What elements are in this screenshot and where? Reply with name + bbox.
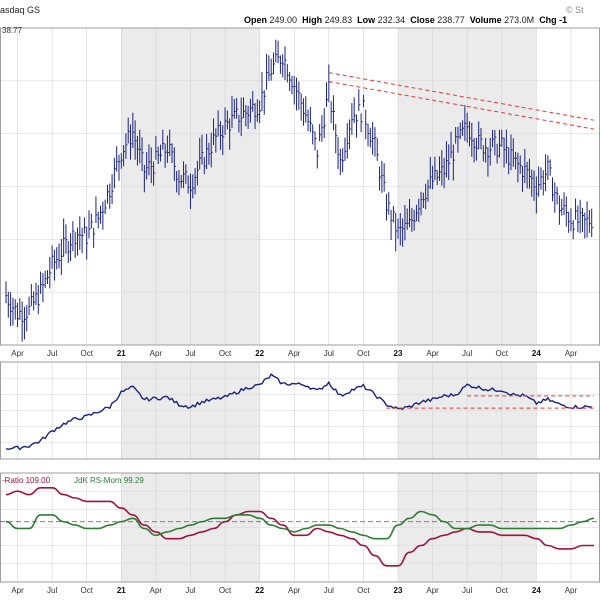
x-tick-label: Jul <box>47 586 57 595</box>
price-panel: Apr Jul Oct 21 Apr Jul Oct 22 Apr Jul Oct 23 Apr Jul O… <box>0 26 600 358</box>
close-value: 238.77 <box>437 15 465 25</box>
x-tick-label: Oct <box>219 349 232 358</box>
x-tick-label: Oct <box>219 586 232 595</box>
rrg-indicator-panel: Apr Jul Oct 21 Apr Jul Oct 22 Apr Jul Oct 23 Apr Jul O… <box>0 472 600 595</box>
x-tick-label: 22 <box>255 349 264 358</box>
x-tick-label: Apr <box>426 586 439 595</box>
volume-label: Volume <box>469 15 502 25</box>
open-label: Open <box>244 15 268 25</box>
volume-value: 273.0M <box>504 15 535 25</box>
x-tick-label: Apr <box>565 349 578 358</box>
high-value: 249.83 <box>324 15 353 25</box>
x-tick-label: 23 <box>394 586 403 595</box>
legend-rs-momentum: JdK RS-Mom 99.29 <box>74 476 144 485</box>
x-tick-label: Jul <box>324 586 334 595</box>
x-tick-label: 21 <box>117 349 126 358</box>
x-tick-label: Apr <box>150 586 163 595</box>
last-value-label: 38.77 <box>2 26 23 35</box>
x-tick-label: Jul <box>185 349 195 358</box>
x-tick-label: Apr <box>150 349 163 358</box>
x-tick-label: Oct <box>496 349 509 358</box>
x-tick-label: Apr <box>11 349 24 358</box>
low-value: 232.34 <box>377 15 406 25</box>
x-tick-label: Oct <box>357 586 370 595</box>
x-tick-label: Jul <box>462 586 472 595</box>
x-tick-label: 24 <box>532 349 541 358</box>
x-tick-label: 22 <box>255 586 264 595</box>
x-tick-label: Oct <box>80 349 93 358</box>
x-tick-label: Oct <box>80 586 93 595</box>
x-tick-label: Jul <box>47 349 57 358</box>
x-tick-label: 21 <box>117 586 126 595</box>
x-tick-label: Apr <box>565 586 578 595</box>
x-tick-label: 23 <box>394 349 403 358</box>
close-label: Close <box>410 15 435 25</box>
x-tick-label: Oct <box>357 349 370 358</box>
ohlc-readout: Open 249.00 High 249.83 Low 232.34 Close… <box>244 15 567 25</box>
x-tick-label: Jul <box>462 349 472 358</box>
x-tick-label: Jul <box>324 349 334 358</box>
x-tick-label: Apr <box>426 349 439 358</box>
open-value: 249.00 <box>269 15 298 25</box>
change-label: Chg -1 <box>539 15 568 25</box>
low-label: Low <box>357 15 376 25</box>
x-tick-label: Jul <box>185 586 195 595</box>
x-tick-label: Apr <box>288 586 301 595</box>
x-tick-label: Oct <box>496 586 509 595</box>
high-label: High <box>302 15 323 25</box>
rs-ratio-line <box>5 486 594 567</box>
relative-strength-panel <box>0 361 600 460</box>
rs-line <box>5 373 592 451</box>
x-tick-label: Apr <box>288 349 301 358</box>
price-trendline <box>328 72 595 121</box>
symbol-text: asdaq GS <box>0 5 41 15</box>
price-trendline <box>328 81 595 130</box>
rs-momentum-line <box>5 510 595 540</box>
legend-rs-ratio: -Ratio 109.00 <box>2 476 51 485</box>
watermark-text: © St <box>566 5 584 15</box>
x-tick-label: Apr <box>11 586 24 595</box>
x-tick-label: 24 <box>532 586 541 595</box>
